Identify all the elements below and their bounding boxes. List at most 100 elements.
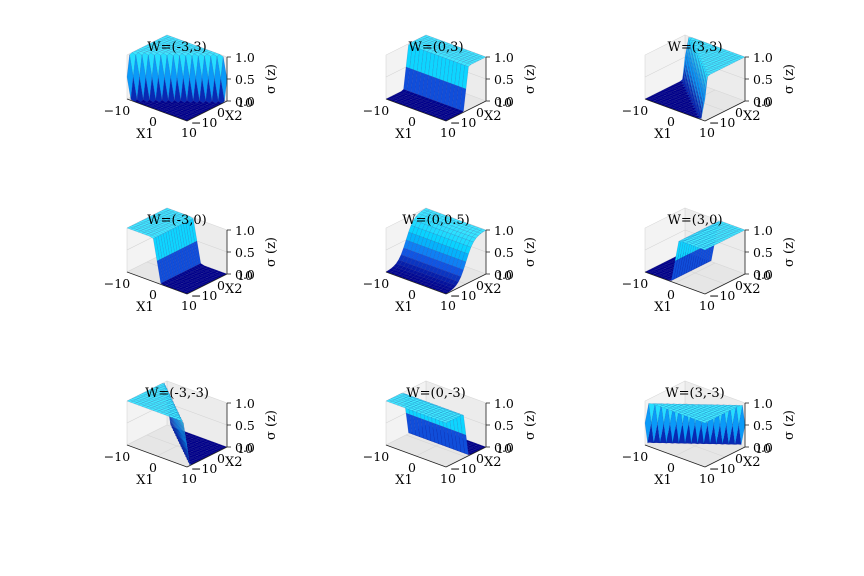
surface-patch [459, 87, 467, 112]
x2-tick-label: 0 [735, 105, 743, 120]
surface-patch [720, 64, 728, 68]
x1-tick-label: 0 [149, 460, 157, 475]
surface-patch [441, 420, 449, 424]
x1-tick-label: 10 [440, 125, 456, 140]
z-axis-label: σ (z) [782, 410, 797, 440]
x2-tick-label: 10 [237, 95, 253, 110]
z-tick-label: 0.0 [753, 267, 773, 282]
x2-tick-label: −10 [709, 461, 735, 476]
x2-tick-label: 0 [217, 278, 225, 293]
z-axis-label: σ (z) [523, 237, 538, 267]
x2-axis-label: X2 [484, 109, 502, 124]
x2-tick-label: −10 [450, 461, 476, 476]
x2-axis-label: X2 [484, 455, 502, 470]
surface-patch [713, 413, 721, 417]
z-tick-label: 0.5 [494, 418, 514, 433]
z-tick-label: 0.5 [235, 245, 255, 260]
z-tick-label: 0.0 [494, 267, 514, 282]
z-axis-label: σ (z) [782, 237, 797, 267]
x2-tick-label: 10 [496, 95, 512, 110]
gridline [644, 56, 686, 78]
surface-patch [449, 416, 457, 420]
x1-tick-label: 10 [181, 298, 197, 313]
x2-tick-label: −10 [191, 461, 217, 476]
surface-patch [452, 280, 459, 286]
x1-tick-label: −10 [363, 276, 389, 291]
surface-patch [718, 65, 726, 69]
z-tick-label: 0.0 [235, 267, 255, 282]
surface-patch [718, 411, 726, 415]
x2-axis-label: X2 [743, 109, 761, 124]
x2-axis-line [445, 100, 487, 122]
x2-tick-label: 10 [755, 441, 771, 456]
x1-axis-line [644, 271, 706, 295]
x2-tick-label: −10 [709, 288, 735, 303]
z-tick-label: 0.5 [494, 72, 514, 87]
x2-tick-label: 0 [217, 451, 225, 466]
z-tick-label: 1.0 [494, 396, 514, 411]
x2-tick-label: −10 [191, 288, 217, 303]
x1-tick-label: 10 [699, 298, 715, 313]
x2-axis-line [445, 273, 487, 295]
x2-axis-line [186, 100, 228, 122]
x1-tick-label: 10 [181, 471, 197, 486]
subplot-title: W=(-3,0) [147, 213, 206, 228]
z-tick-label: 0.5 [494, 245, 514, 260]
z-tick-label: 1.0 [235, 50, 255, 65]
x2-tick-label: −10 [709, 115, 735, 130]
x2-axis-line [704, 446, 746, 468]
surface-patch [462, 252, 469, 263]
z-axis-label: σ (z) [264, 64, 279, 94]
z-tick-label: 0.5 [753, 418, 773, 433]
surface-patch [701, 76, 708, 119]
z-tick-label: 1.0 [235, 396, 255, 411]
z-tick-label: 1.0 [753, 396, 773, 411]
x1-tick-label: −10 [104, 276, 130, 291]
x2-tick-label: 0 [735, 278, 743, 293]
x1-axis-line [126, 444, 188, 468]
x2-tick-label: 10 [237, 441, 253, 456]
gridline [644, 229, 686, 251]
surface-patch [715, 66, 723, 70]
x1-tick-label: 0 [149, 287, 157, 302]
subplot-title: W=(-3,-3) [145, 386, 209, 401]
x1-tick-label: 0 [149, 114, 157, 129]
x1-tick-label: 10 [699, 471, 715, 486]
surface-patch [466, 61, 474, 65]
x2-tick-label: 10 [496, 441, 512, 456]
subplot-title: W=(0,0.5) [402, 213, 469, 228]
x2-tick-label: 0 [735, 451, 743, 466]
z-tick-label: 1.0 [235, 223, 255, 238]
x1-axis-line [385, 444, 447, 468]
z-axis-label: σ (z) [523, 64, 538, 94]
x1-axis-label: X1 [654, 300, 672, 315]
z-axis-label: σ (z) [264, 237, 279, 267]
surface-patch [723, 62, 731, 66]
z-tick-label: 0.5 [753, 72, 773, 87]
surface-patch [700, 420, 708, 424]
x1-axis-line [126, 271, 188, 295]
gridline [405, 434, 467, 458]
surface-patch [474, 231, 482, 236]
x2-axis-label: X2 [743, 455, 761, 470]
x1-tick-label: 0 [667, 114, 675, 129]
surface-patch [457, 268, 464, 277]
x1-axis-line [126, 98, 188, 122]
surface-patch [459, 260, 467, 271]
surface-patch [720, 410, 728, 414]
surface-patch [444, 288, 452, 293]
surface-patch [454, 413, 462, 417]
gridline [166, 402, 228, 426]
z-tick-label: 0.5 [235, 72, 255, 87]
x1-axis-label: X1 [654, 473, 672, 488]
x2-tick-label: −10 [191, 115, 217, 130]
x1-tick-label: −10 [622, 449, 648, 464]
